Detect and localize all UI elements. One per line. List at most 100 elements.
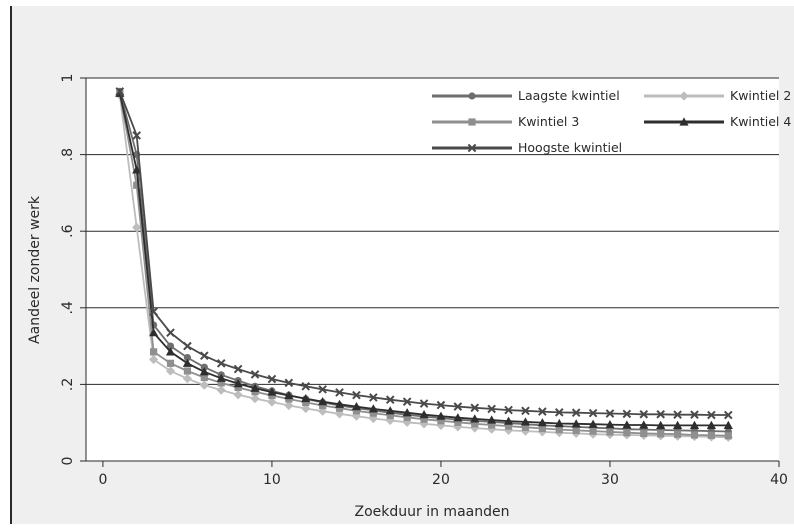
marker-stroke bbox=[521, 406, 530, 416]
series-4-point bbox=[605, 409, 615, 418]
series-1-point bbox=[520, 426, 531, 436]
marker-stroke bbox=[487, 404, 496, 414]
series-4-point bbox=[622, 409, 632, 419]
axes: 0.2.4.6.810 10 20 30 40 bbox=[60, 74, 788, 488]
series-3-point bbox=[622, 420, 632, 429]
series-3-point bbox=[537, 418, 547, 427]
series-4-point bbox=[690, 410, 699, 419]
series-3-point bbox=[487, 415, 497, 424]
marker-stroke bbox=[301, 382, 311, 391]
series-3-point bbox=[216, 373, 226, 382]
series-2-point bbox=[504, 422, 513, 430]
series-3-point bbox=[419, 410, 429, 419]
series-2-point bbox=[707, 431, 715, 439]
marker-stroke bbox=[605, 409, 615, 418]
series-4-point bbox=[419, 399, 429, 408]
series-4-point bbox=[470, 403, 480, 413]
series-3-point bbox=[318, 397, 328, 406]
series-4-point bbox=[453, 402, 463, 411]
series-2-point bbox=[673, 430, 682, 438]
legend-swatch-marker bbox=[467, 143, 477, 153]
series-4-point bbox=[318, 385, 327, 394]
series-4-point bbox=[521, 406, 530, 416]
series-3-point bbox=[554, 418, 564, 428]
series-2-point bbox=[386, 411, 394, 420]
series-4-point bbox=[115, 87, 125, 96]
series-2-point bbox=[589, 427, 597, 435]
series-4-point bbox=[723, 410, 733, 420]
marker-stroke bbox=[639, 409, 649, 419]
series-2-point bbox=[521, 423, 530, 431]
series-2-point bbox=[234, 383, 242, 392]
marker-stroke bbox=[318, 385, 327, 394]
marker-stroke bbox=[504, 405, 513, 415]
series-3-point bbox=[199, 367, 209, 376]
series-2-point bbox=[471, 420, 479, 428]
series-3-point bbox=[672, 420, 683, 429]
series-2-point bbox=[403, 413, 411, 421]
y-tick-label: .4 bbox=[60, 301, 76, 314]
series-4-point bbox=[149, 307, 158, 316]
legend-item: Laagste kwintiel bbox=[432, 88, 620, 103]
series-3-point bbox=[368, 404, 378, 413]
series-4-point bbox=[267, 374, 277, 384]
series-3-point bbox=[470, 414, 480, 423]
series-2-point bbox=[724, 432, 732, 440]
series-4-point bbox=[301, 382, 311, 391]
plot-area bbox=[86, 78, 779, 461]
series-1-point bbox=[436, 420, 446, 430]
series-4-point bbox=[183, 341, 192, 351]
series-1-point bbox=[132, 222, 142, 232]
series-1-point bbox=[149, 354, 159, 365]
y-tick-label: .6 bbox=[60, 224, 76, 237]
y-tick-label: 0 bbox=[60, 457, 76, 466]
marker-stroke bbox=[132, 131, 142, 140]
series-4-point bbox=[707, 410, 716, 420]
marker-stroke bbox=[436, 400, 446, 410]
series-1-point bbox=[233, 390, 243, 400]
marker-stroke bbox=[402, 397, 412, 406]
y-tick-label: .2 bbox=[60, 378, 76, 391]
legend-item: Kwintiel 3 bbox=[432, 114, 579, 129]
series-1-point bbox=[165, 366, 176, 376]
series-4-point bbox=[402, 397, 412, 406]
series-layer bbox=[115, 87, 733, 442]
series-2-point bbox=[150, 348, 158, 356]
marker-stroke bbox=[467, 143, 477, 153]
x-tick-label: 20 bbox=[432, 472, 450, 488]
series-3-point bbox=[605, 420, 615, 429]
legend-swatch-marker bbox=[679, 91, 689, 101]
marker-stroke bbox=[538, 407, 547, 416]
marker-stroke bbox=[335, 388, 344, 397]
series-4-point bbox=[369, 393, 378, 402]
series-1-point bbox=[216, 385, 226, 395]
series-4-point bbox=[233, 364, 243, 374]
series-4-point bbox=[284, 378, 294, 388]
series-4-point bbox=[504, 405, 513, 415]
series-3-point bbox=[723, 420, 733, 429]
series-3-point bbox=[706, 420, 716, 429]
marker-stroke bbox=[419, 399, 429, 408]
series-3-point bbox=[149, 328, 159, 337]
series-4-point bbox=[673, 410, 682, 419]
marker-stroke bbox=[216, 359, 226, 368]
series-3-point bbox=[588, 419, 598, 428]
legend-item: Kwintiel 2 bbox=[644, 88, 791, 103]
marker-stroke bbox=[723, 410, 733, 420]
series-4-point bbox=[250, 370, 260, 379]
series-2-point bbox=[488, 421, 496, 429]
legend-label: Hoogste kwintiel bbox=[518, 140, 622, 155]
marker-stroke bbox=[385, 395, 395, 405]
series-2-point bbox=[352, 407, 361, 415]
series-2-point bbox=[437, 417, 445, 425]
marker-stroke bbox=[115, 87, 125, 96]
legend-item: Hoogste kwintiel bbox=[432, 140, 622, 155]
series-4 bbox=[115, 87, 733, 420]
series-3-point bbox=[233, 379, 243, 388]
series-4-point bbox=[216, 359, 226, 368]
line-chart: 0.2.4.6.810 10 20 30 40 Laagste kwintiel Kwin… bbox=[27, 74, 791, 520]
marker-stroke bbox=[470, 403, 480, 413]
marker-stroke bbox=[707, 410, 716, 420]
series-3-point bbox=[520, 417, 531, 426]
x-tick-label: 0 bbox=[98, 472, 107, 488]
